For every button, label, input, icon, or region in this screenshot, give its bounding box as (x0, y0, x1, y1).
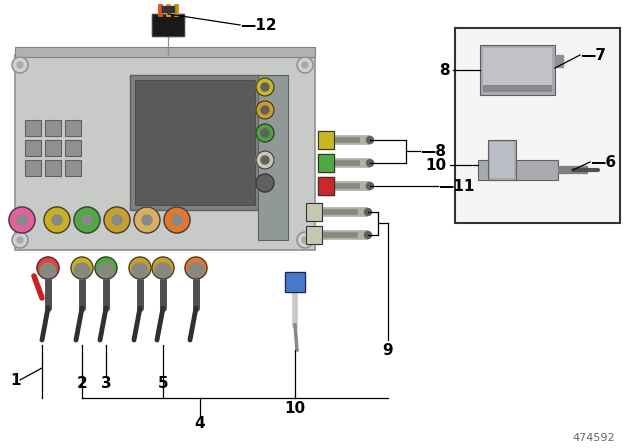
Circle shape (44, 207, 70, 233)
Circle shape (367, 182, 374, 190)
Circle shape (367, 159, 374, 167)
Text: 3: 3 (100, 375, 111, 391)
Bar (306, 226, 322, 244)
Circle shape (261, 83, 269, 91)
Bar (318, 131, 334, 149)
Circle shape (95, 257, 117, 279)
Circle shape (104, 207, 130, 233)
Circle shape (256, 78, 274, 96)
Bar (478, 160, 558, 180)
Bar (130, 75, 260, 210)
Text: —11: —11 (438, 178, 474, 194)
Circle shape (74, 263, 90, 279)
Circle shape (112, 215, 122, 225)
Text: —7: —7 (580, 47, 606, 63)
Bar (455, 28, 620, 223)
Circle shape (297, 57, 313, 73)
Circle shape (12, 57, 28, 73)
Bar (65, 140, 81, 156)
Bar (15, 47, 315, 57)
Circle shape (188, 263, 204, 279)
Circle shape (155, 263, 171, 279)
Circle shape (82, 215, 92, 225)
Bar (45, 160, 61, 176)
Circle shape (365, 232, 371, 238)
Bar (285, 272, 305, 292)
Bar (45, 140, 61, 156)
Bar (490, 142, 514, 178)
Circle shape (256, 151, 274, 169)
Circle shape (365, 208, 371, 215)
Bar (555, 55, 563, 67)
Text: 8: 8 (440, 63, 450, 78)
Text: 9: 9 (383, 343, 394, 358)
Circle shape (52, 215, 62, 225)
Circle shape (40, 263, 56, 279)
Text: 10: 10 (425, 158, 446, 172)
Text: —8: —8 (420, 143, 446, 159)
Text: 2: 2 (77, 375, 88, 391)
Bar (152, 14, 184, 36)
Circle shape (256, 124, 274, 142)
Circle shape (185, 257, 207, 279)
Bar (25, 120, 41, 136)
Circle shape (37, 257, 59, 279)
Bar (480, 45, 555, 95)
Circle shape (98, 263, 114, 279)
Circle shape (134, 207, 160, 233)
Bar (65, 120, 81, 136)
Circle shape (132, 263, 148, 279)
Bar (318, 177, 334, 195)
Circle shape (302, 62, 308, 68)
Bar (306, 226, 322, 244)
Bar (318, 154, 334, 172)
Bar (483, 85, 552, 92)
Bar (135, 80, 255, 205)
Circle shape (172, 215, 182, 225)
Circle shape (74, 207, 100, 233)
Circle shape (256, 101, 274, 119)
Text: 4: 4 (195, 415, 205, 431)
Bar (318, 177, 334, 195)
Circle shape (12, 232, 28, 248)
Bar (488, 140, 516, 180)
Circle shape (9, 207, 35, 233)
Circle shape (129, 257, 151, 279)
Circle shape (71, 257, 93, 279)
Bar (318, 131, 334, 149)
Circle shape (261, 129, 269, 137)
Text: 474592: 474592 (572, 433, 615, 443)
Circle shape (261, 156, 269, 164)
Circle shape (261, 179, 269, 187)
Bar (162, 6, 174, 12)
Bar (306, 203, 322, 221)
Circle shape (256, 174, 274, 192)
Bar (25, 140, 41, 156)
Circle shape (302, 237, 308, 243)
Bar (258, 75, 288, 240)
Bar (318, 154, 334, 172)
Bar (483, 48, 552, 90)
Text: —6: —6 (590, 155, 616, 169)
Text: 5: 5 (157, 375, 168, 391)
Text: —12: —12 (240, 17, 276, 33)
Text: 10: 10 (284, 401, 305, 415)
Circle shape (152, 257, 174, 279)
Circle shape (367, 137, 374, 143)
Bar (45, 120, 61, 136)
Circle shape (164, 207, 190, 233)
Circle shape (17, 215, 27, 225)
Bar (306, 203, 322, 221)
Circle shape (142, 215, 152, 225)
Bar (152, 14, 184, 36)
Bar (15, 55, 315, 250)
Bar (65, 160, 81, 176)
Circle shape (297, 232, 313, 248)
Bar (285, 272, 305, 292)
Circle shape (17, 237, 23, 243)
Circle shape (17, 62, 23, 68)
Circle shape (261, 106, 269, 114)
Bar (25, 160, 41, 176)
Text: 1: 1 (11, 372, 21, 388)
